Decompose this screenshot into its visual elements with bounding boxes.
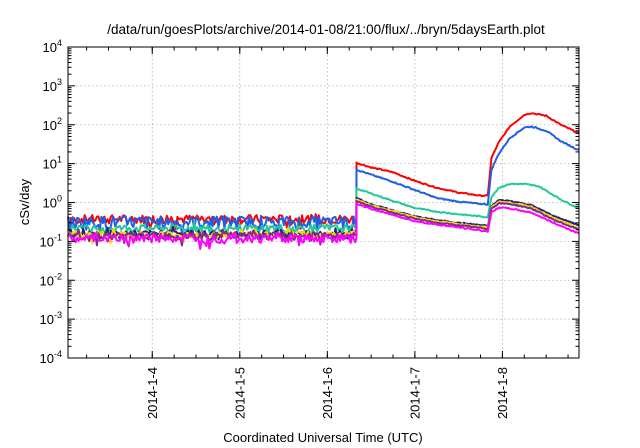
y-axis-label: cSv/day — [17, 178, 32, 225]
series-line-1 — [67, 112, 580, 230]
y-tick-label: 104 — [43, 38, 62, 55]
y-tick-label: 100 — [43, 194, 62, 211]
y-tick-label: 10-2 — [40, 271, 62, 288]
x-tick-label: 2014-1-5 — [232, 367, 247, 419]
x-axis-label: Coordinated Universal Time (UTC) — [223, 430, 422, 445]
series-line-5 — [67, 198, 580, 245]
series-line-7 — [67, 201, 580, 250]
x-tick-label: 2014-1-7 — [407, 367, 422, 419]
chart-title: /data/run/goesPlots/archive/2014-01-08/2… — [107, 22, 545, 37]
y-tick-label: 102 — [43, 116, 62, 133]
x-axis: 2014-1-4 2014-1-5 2014-1-6 2014-1-7 2014-1-8 — [86, 47, 569, 419]
y-tick-label: 101 — [43, 155, 62, 172]
series-line-3 — [67, 182, 580, 237]
y-tick-label: 10-1 — [40, 232, 62, 249]
y-tick-label: 10-3 — [40, 310, 62, 327]
y-tick-label: 10-4 — [40, 349, 62, 366]
series-layer — [67, 112, 580, 250]
x-tick-label: 2014-1-6 — [320, 367, 335, 419]
grid-lines — [68, 47, 579, 358]
x-tick-label: 2014-1-8 — [495, 367, 510, 419]
x-tick-label: 2014-1-4 — [145, 367, 160, 419]
series-line-2 — [67, 125, 580, 235]
y-tick-label: 103 — [43, 77, 62, 94]
y-axis: 10-4 10-3 10-2 10-1 100 101 102 103 104 — [40, 38, 579, 366]
